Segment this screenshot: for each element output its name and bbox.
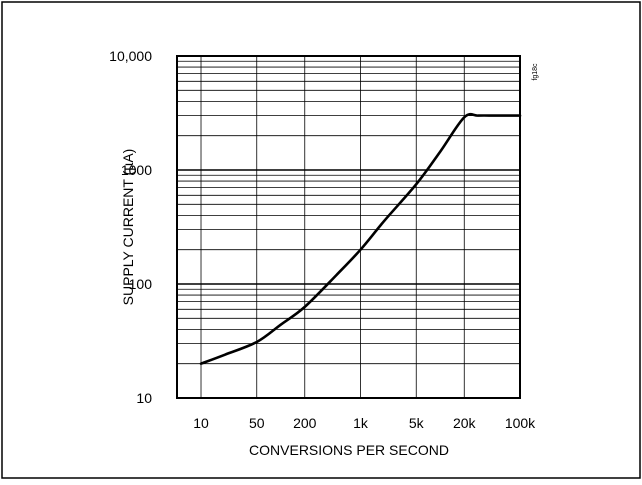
x-tick-label: 50 — [249, 415, 265, 431]
x-tick-label: 1k — [353, 415, 369, 431]
grid — [177, 56, 520, 398]
y-tick-label: 10,000 — [109, 48, 152, 64]
x-tick-label: 100k — [505, 415, 536, 431]
y-tick-label: 10 — [136, 390, 152, 406]
plot-frame — [176, 55, 521, 399]
x-tick-label: 10 — [193, 415, 209, 431]
y-tick-label: 1000 — [121, 162, 152, 178]
figure-code: fg18c — [532, 63, 539, 81]
x-tick-label: 20k — [453, 415, 477, 431]
x-axis-label: CONVERSIONS PER SECOND — [249, 442, 449, 458]
x-tick-labels: 10 50 200 1k 5k 20k 100k — [193, 415, 536, 431]
y-axis-label: SUPPLY CURRENT (µA) — [120, 149, 136, 306]
x-tick-label: 5k — [409, 415, 425, 431]
series-layer — [199, 112, 522, 365]
supply-current-line — [199, 112, 522, 365]
x-tick-label: 200 — [293, 415, 317, 431]
y-tick-labels: 10 100 1000 10,000 — [109, 48, 152, 406]
y-tick-label: 100 — [129, 276, 153, 292]
